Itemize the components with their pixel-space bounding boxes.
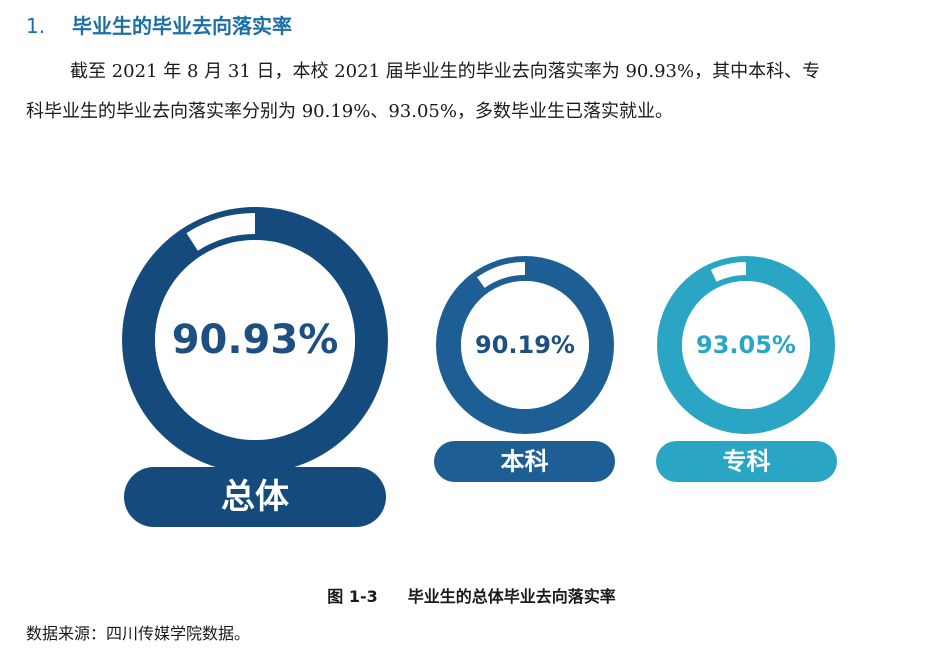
donut-gap-overall bbox=[186, 213, 255, 251]
donut-hole-junior-college bbox=[682, 281, 810, 409]
figure-title: 毕业生的总体毕业去向落实率 bbox=[407, 587, 616, 606]
category-pill-junior-college bbox=[656, 441, 837, 482]
category-pill-undergrad bbox=[434, 441, 615, 482]
figure-caption: 图 1-3 毕业生的总体毕业去向落实率 bbox=[0, 583, 943, 607]
value-label-junior-college: 93.05% bbox=[696, 331, 796, 359]
donut-gap-junior-college bbox=[710, 262, 746, 282]
category-label-overall: 总体 bbox=[221, 477, 289, 517]
donut-gap-undergrad bbox=[477, 262, 525, 288]
category-label-undergrad: 本科 bbox=[501, 448, 549, 476]
donut-hole-overall bbox=[155, 240, 355, 440]
paragraph-line-1: 截至 2021 年 8 月 31 日，本校 2021 届毕业生的毕业去向落实率为… bbox=[70, 61, 821, 82]
data-source: 数据来源：四川传媒学院数据。 bbox=[26, 624, 251, 643]
section-title: 毕业生的毕业去向落实率 bbox=[72, 14, 292, 38]
category-pill-overall bbox=[124, 467, 386, 527]
value-label-undergrad: 90.19% bbox=[475, 331, 575, 359]
paragraph-line-2: 科毕业生的毕业去向落实率分别为 90.19%、93.05%，多数毕业生已落实就业… bbox=[26, 101, 673, 122]
category-label-junior-college: 专科 bbox=[723, 448, 771, 476]
section-number: 1. bbox=[26, 14, 46, 38]
figure-number: 图 1-3 bbox=[327, 587, 378, 606]
summary-paragraph: 截至 2021 年 8 月 31 日，本校 2021 届毕业生的毕业去向落实率为… bbox=[26, 52, 926, 132]
section-heading: 1. 毕业生的毕业去向落实率 bbox=[26, 10, 292, 39]
donut-hole-undergrad bbox=[461, 281, 589, 409]
value-label-overall: 90.93% bbox=[172, 317, 339, 363]
